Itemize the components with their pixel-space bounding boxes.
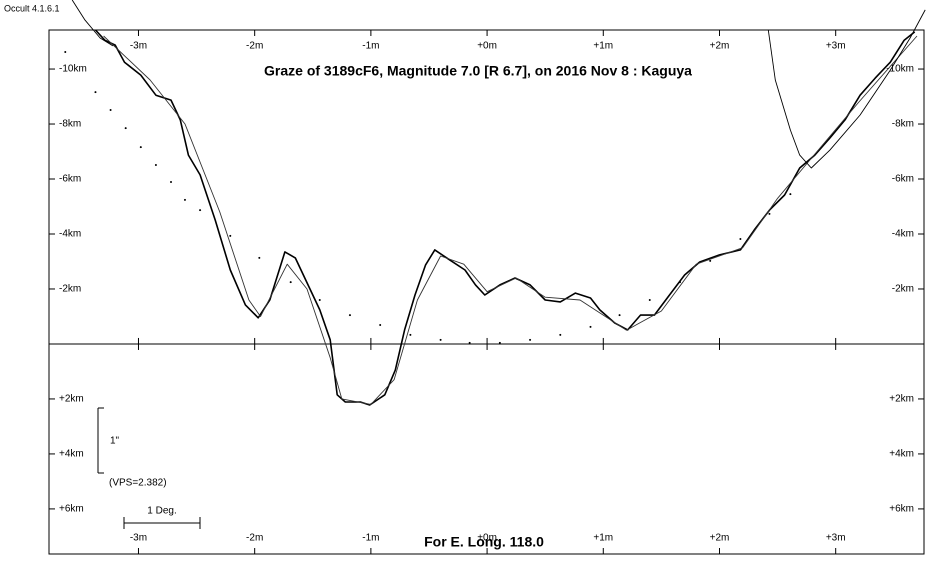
profile-line	[71, 0, 114, 47]
y-tick-label: +4km	[889, 449, 914, 460]
y-tick-label: -2km	[892, 284, 914, 295]
limb-dot	[559, 333, 562, 336]
y-tick-label: -8km	[892, 119, 914, 130]
limb-dot	[170, 181, 173, 184]
plot-frame	[48, 29, 925, 555]
profile-line	[94, 29, 916, 406]
y-tick-label: +4km	[59, 449, 84, 460]
limb-dot	[154, 163, 157, 166]
x-tick-label: -1m	[362, 533, 379, 544]
y-tick-label: +2km	[889, 394, 914, 405]
app-version: Occult 4.1.6.1	[4, 3, 60, 13]
y-tick-label: +6km	[59, 504, 84, 515]
vps-label: (VPS=2.382)	[109, 478, 167, 489]
limb-dot	[379, 323, 382, 326]
x-tick-label: -3m	[130, 533, 147, 544]
limb-dot	[199, 209, 202, 212]
limb-dot	[789, 193, 792, 196]
y-tick-label: -4km	[892, 229, 914, 240]
limb-dot	[439, 338, 442, 341]
limb-dot	[94, 91, 97, 94]
limb-dot	[618, 314, 621, 317]
horizontal-scale-label: 1 Deg.	[147, 506, 176, 517]
x-tick-label: +0m	[477, 41, 497, 52]
limb-dot	[348, 314, 351, 317]
x-tick-label: +1m	[593, 41, 613, 52]
limb-dot	[229, 234, 232, 237]
x-tick-label: -2m	[246, 533, 263, 544]
y-tick-label: -6km	[59, 174, 81, 185]
x-tick-label: +1m	[593, 533, 613, 544]
limb-dot	[589, 325, 592, 328]
x-tick-label: +2m	[710, 533, 730, 544]
y-tick-label: +2km	[59, 394, 84, 405]
x-tick-label: +3m	[826, 41, 846, 52]
limb-dot	[709, 259, 712, 262]
limb-dot	[468, 341, 471, 344]
limb-dot	[183, 198, 186, 201]
y-tick-label: -4km	[59, 229, 81, 240]
chart-title: Graze of 3189cF6, Magnitude 7.0 [R 6.7],…	[264, 63, 692, 79]
limb-dot	[318, 298, 321, 301]
limb-dot	[678, 281, 681, 284]
y-tick-label: -6km	[892, 174, 914, 185]
footer: For E. Long. 118.0	[424, 534, 544, 550]
limb-dot	[258, 256, 261, 259]
limb-dot	[409, 333, 412, 336]
profile-line	[103, 35, 918, 405]
limb-dot	[648, 298, 651, 301]
y-tick-label: -10km	[59, 64, 87, 75]
limb-dot	[64, 50, 67, 53]
limb-dot	[529, 338, 532, 341]
x-tick-label: +0m	[477, 533, 497, 544]
x-tick-label: +2m	[710, 41, 730, 52]
y-tick-label: -10km	[886, 64, 914, 75]
limb-dot	[139, 146, 142, 149]
limb-dot	[124, 127, 127, 130]
limb-dot	[498, 341, 501, 344]
profile-line	[767, 9, 926, 169]
x-tick-label: -1m	[362, 41, 379, 52]
x-tick-label: -2m	[246, 41, 263, 52]
limb-dot	[739, 237, 742, 240]
y-tick-label: -8km	[59, 119, 81, 130]
x-tick-label: +3m	[826, 533, 846, 544]
limb-dot	[768, 212, 771, 215]
limb-dot	[109, 109, 112, 112]
limb-dot	[289, 281, 292, 284]
y-tick-label: -2km	[59, 284, 81, 295]
vertical-scale-label: 1"	[110, 436, 120, 447]
y-tick-label: +6km	[889, 504, 914, 515]
x-tick-label: -3m	[130, 41, 147, 52]
